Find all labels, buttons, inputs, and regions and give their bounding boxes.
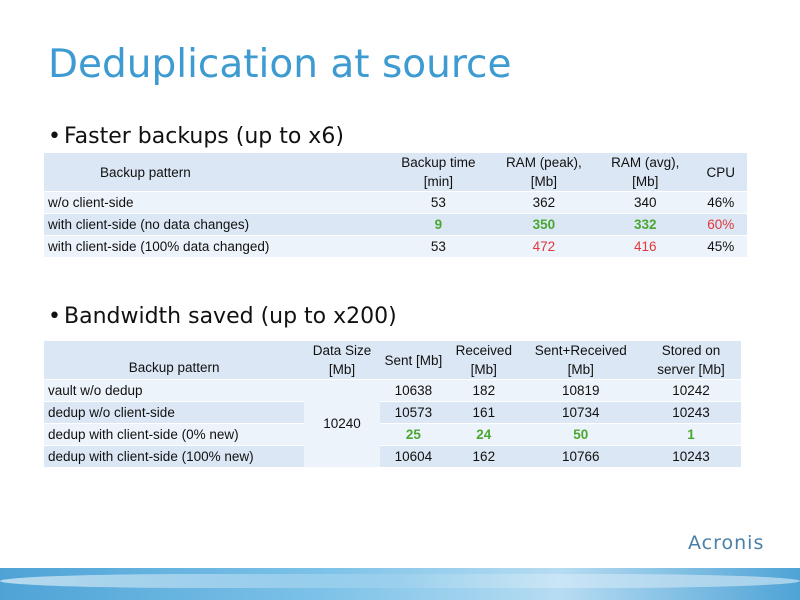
col-ram-avg: RAM (avg), [Mb] (596, 153, 695, 192)
bullet-faster-backups: • Faster backups (up to x6) (48, 124, 344, 149)
cell-sent-received: 10734 (520, 401, 641, 424)
table-row: with client-side (100% data changed) 53 … (44, 235, 747, 258)
cell-sent: 25 (379, 423, 448, 446)
col-data-size: Data Size [Mb] (304, 341, 380, 380)
bullet-dot: • (48, 124, 61, 149)
col-cpu: CPU (694, 153, 747, 192)
table-row: with client-side (no data changes) 9 350… (44, 213, 747, 236)
cell-stored: 10243 (640, 445, 741, 468)
bandwidth-table: Backup pattern Data Size [Mb] Sent [Mb] … (44, 341, 741, 468)
cell-ram-peak: 362 (491, 191, 597, 214)
cell-received: 182 (447, 379, 521, 402)
slide-title: Deduplication at source (48, 42, 512, 87)
cell-stored: 10243 (640, 401, 741, 424)
bullet-bandwidth-saved: • Bandwidth saved (up to x200) (48, 304, 397, 329)
bullet-text: Faster backups (up to x6) (64, 124, 344, 149)
cell-stored: 10242 (640, 379, 741, 402)
table-row: dedup w/o client-side 10573 161 10734 10… (44, 401, 741, 424)
cell-sent-received: 10766 (520, 445, 641, 468)
table-row: dedup with client-side (100% new) 10604 … (44, 445, 741, 468)
cell-sent-received: 50 (520, 423, 641, 446)
col-sent-received: Sent+Received [Mb] (520, 341, 641, 380)
cell-pattern: w/o client-side (44, 191, 386, 214)
backup-time-table: Backup pattern Backup time [min] RAM (pe… (44, 153, 747, 258)
cell-time: 9 (385, 213, 492, 236)
cell-pattern: with client-side (100% data changed) (44, 235, 386, 258)
cell-time: 53 (385, 191, 492, 214)
cell-cpu: 60% (694, 213, 747, 236)
cell-ram-avg: 340 (596, 191, 695, 214)
cell-sent: 10604 (379, 445, 448, 468)
cell-pattern: dedup w/o client-side (44, 401, 305, 424)
table-header-row: Backup pattern Data Size [Mb] Sent [Mb] … (44, 341, 741, 380)
cell-time: 53 (385, 235, 492, 258)
cell-cpu: 46% (694, 191, 747, 214)
col-backup-pattern: Backup pattern (44, 341, 305, 380)
cell-received: 162 (447, 445, 521, 468)
cell-pattern: dedup with client-side (100% new) (44, 445, 305, 468)
bullet-text: Bandwidth saved (up to x200) (64, 304, 397, 329)
table-row: w/o client-side 53 362 340 46% (44, 191, 747, 214)
cell-pattern: with client-side (no data changes) (44, 213, 386, 236)
cell-sent: 10573 (379, 401, 448, 424)
cell-stored: 1 (640, 423, 741, 446)
cell-ram-peak: 472 (491, 235, 597, 258)
col-ram-peak: RAM (peak), [Mb] (491, 153, 597, 192)
table-row: dedup with client-side (0% new) 25 24 50… (44, 423, 741, 446)
cell-ram-avg: 332 (596, 213, 695, 236)
cell-ram-peak: 350 (491, 213, 597, 236)
cell-received: 161 (447, 401, 521, 424)
table-row: vault w/o dedup 10240 10638 182 10819 10… (44, 379, 741, 468)
cell-sent: 10638 (379, 379, 448, 402)
cell-pattern: dedup with client-side (0% new) (44, 423, 305, 446)
footer-band (0, 568, 800, 600)
acronis-logo: Acronis (688, 532, 765, 554)
cell-pattern: vault w/o dedup (44, 379, 305, 402)
table-header-row: Backup pattern Backup time [min] RAM (pe… (44, 153, 747, 192)
col-stored: Stored on server [Mb] (640, 341, 741, 380)
cell-ram-avg: 416 (596, 235, 695, 258)
cell-received: 24 (447, 423, 521, 446)
cell-sent-received: 10819 (520, 379, 641, 402)
bullet-dot: • (48, 304, 61, 329)
col-backup-pattern: Backup pattern (44, 153, 386, 192)
col-received: Received [Mb] (447, 341, 521, 380)
col-sent: Sent [Mb] (379, 341, 448, 380)
cell-data-size: 10240 (304, 379, 380, 468)
col-backup-time: Backup time [min] (385, 153, 492, 192)
cell-cpu: 45% (694, 235, 747, 258)
